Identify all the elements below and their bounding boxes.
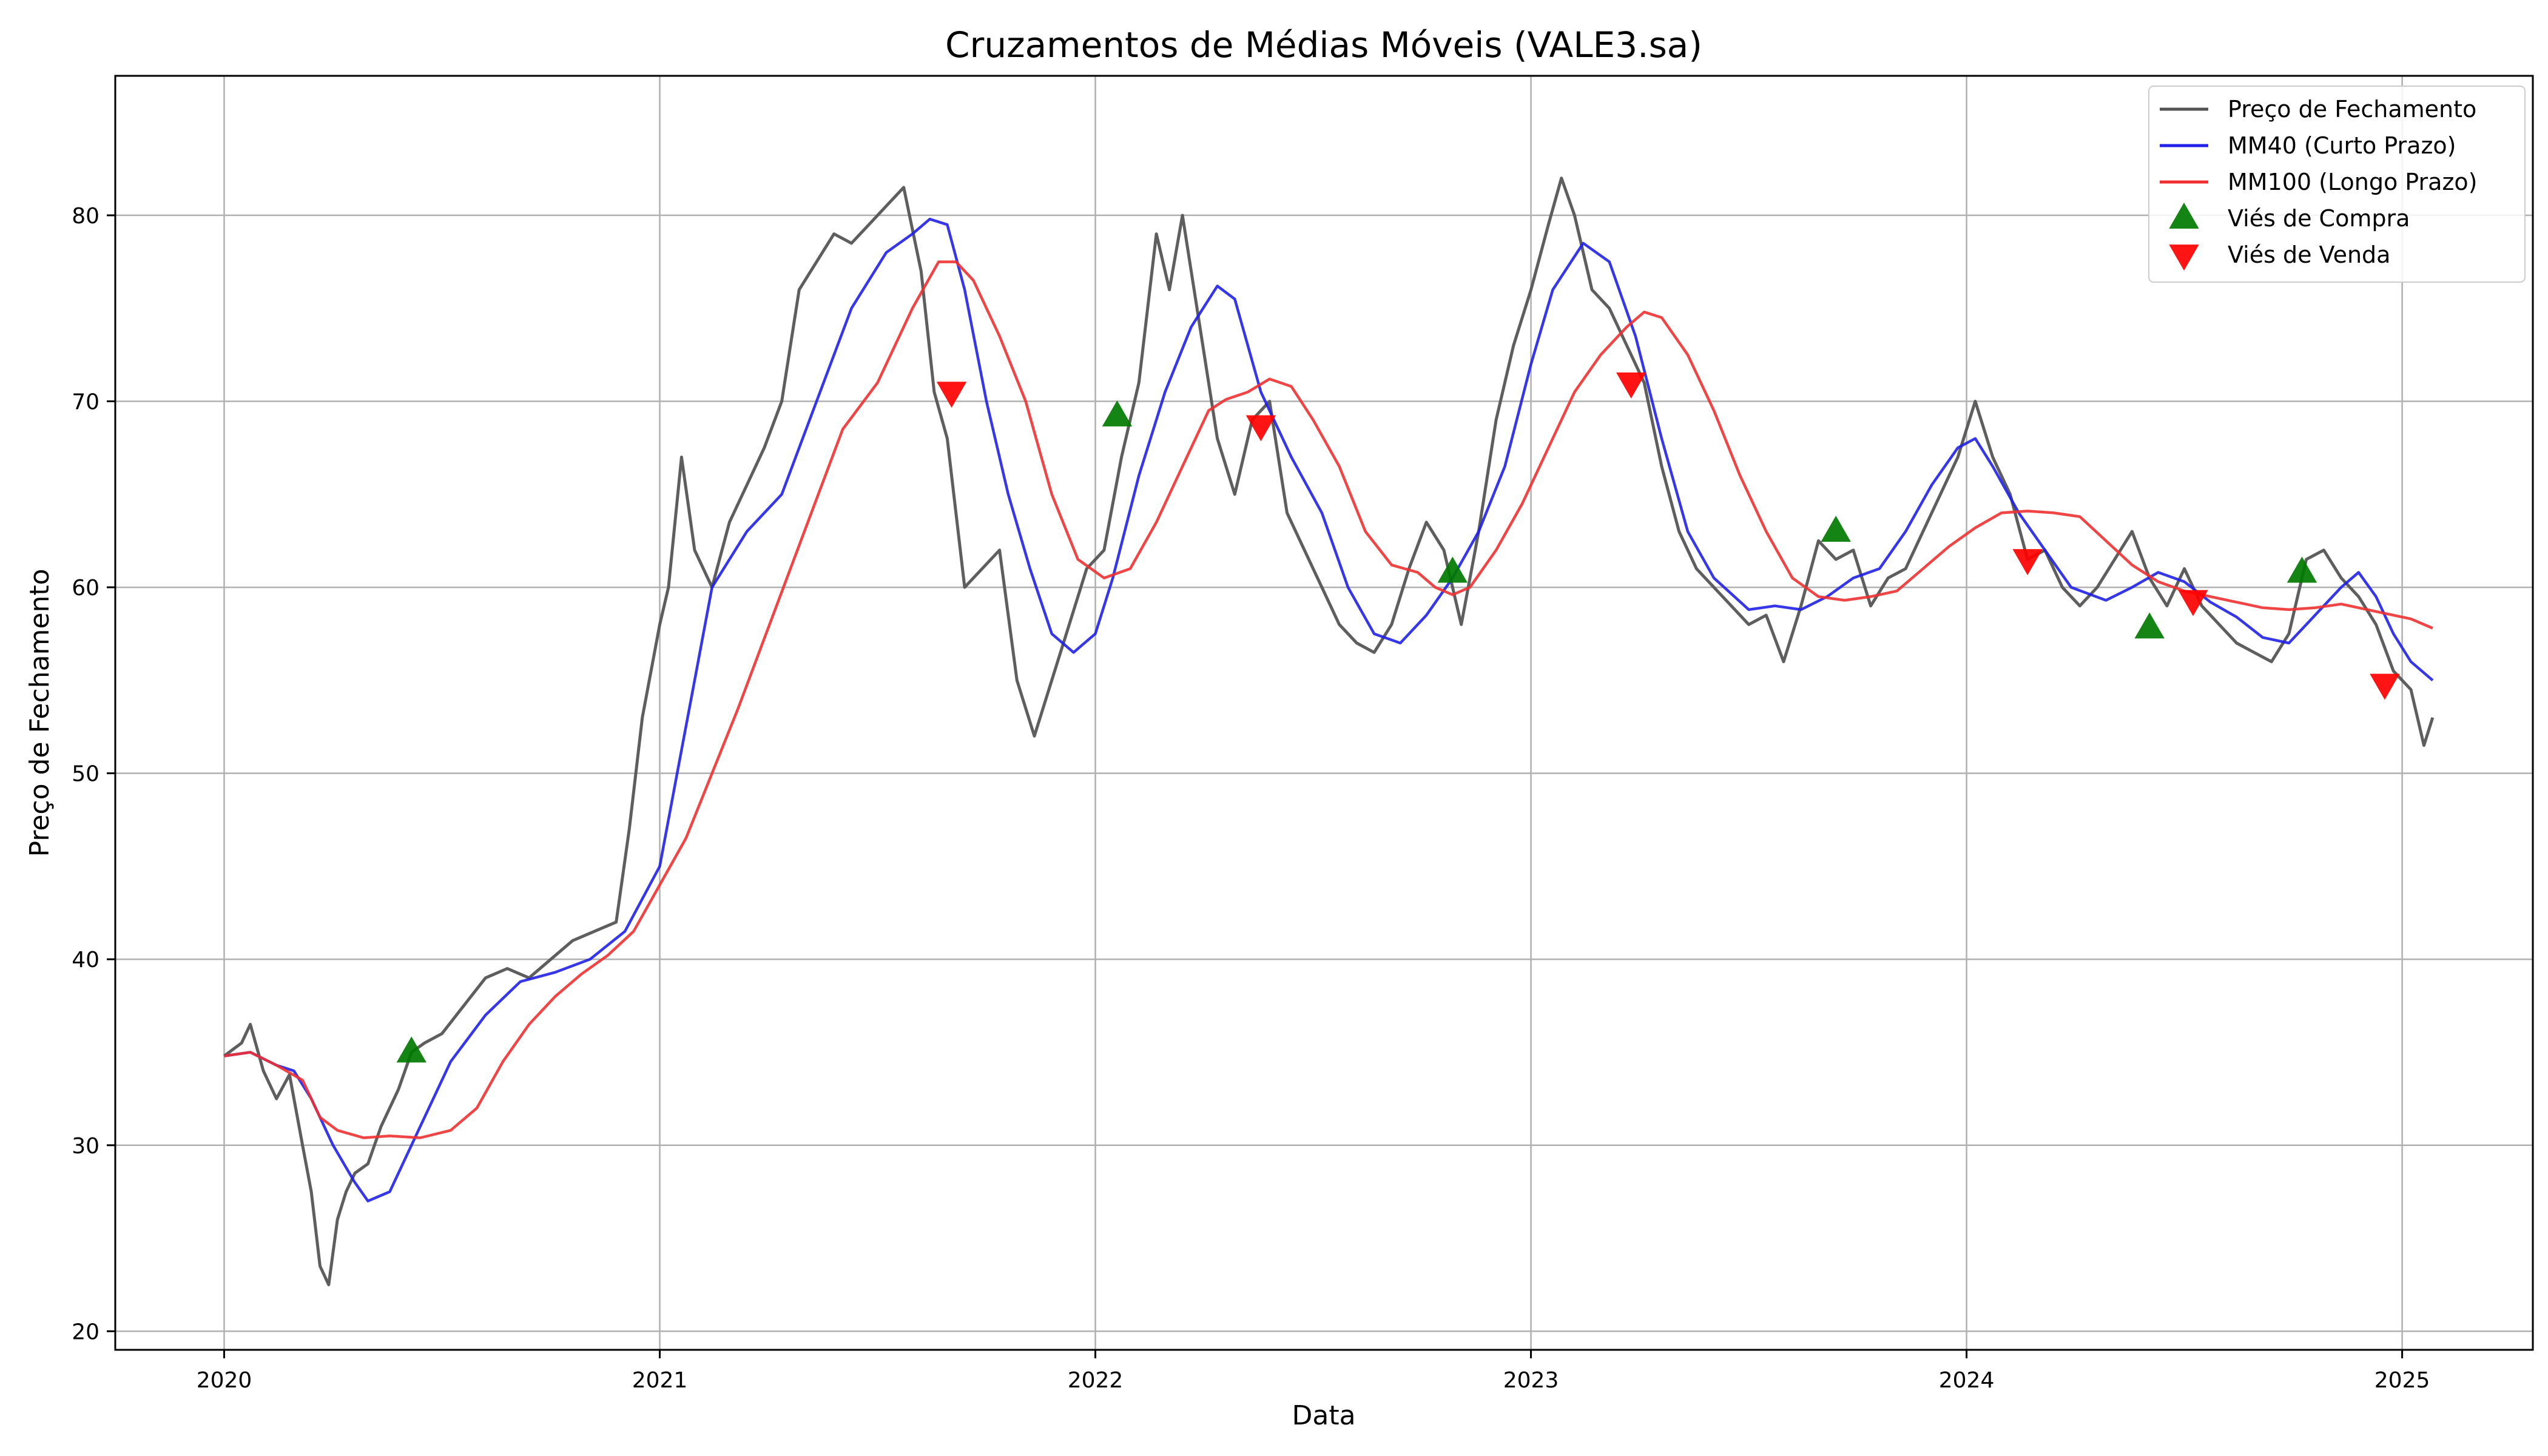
plot-frame xyxy=(114,75,2534,1351)
y-tick-label: 50 xyxy=(72,762,99,787)
buy-marker xyxy=(1437,556,1468,583)
sell-marker xyxy=(2178,590,2208,616)
x-axis-label: Data xyxy=(1292,1400,1355,1431)
x-tick-label: 2021 xyxy=(632,1368,688,1393)
buy-marker xyxy=(2134,612,2165,639)
x-tick-label: 2022 xyxy=(1068,1368,1124,1393)
mm40-line xyxy=(224,217,2434,1202)
sell-marker xyxy=(1245,415,1276,442)
y-axis-label: Preço de Fechamento xyxy=(24,568,55,857)
legend-item-mm40: MM40 (Curto Prazo) xyxy=(2160,132,2456,159)
buy-marker xyxy=(1102,400,1133,426)
x-tick-label: 2024 xyxy=(1939,1368,1995,1393)
series-layer xyxy=(223,177,2435,1287)
sell-marker xyxy=(1616,372,1646,399)
legend-label: Viés de Venda xyxy=(2228,241,2390,268)
y-tick-label: 40 xyxy=(72,948,99,972)
x-tick-label: 2020 xyxy=(197,1368,252,1393)
legend-item-sell: Viés de Venda xyxy=(2169,241,2390,271)
sell-marker xyxy=(2370,673,2400,700)
legend-box xyxy=(2148,86,2526,283)
y-tick-label: 80 xyxy=(72,204,99,229)
legend-item-buy: Viés de Compra xyxy=(2169,203,2410,232)
x-tick-label: 2025 xyxy=(2374,1368,2430,1393)
legend-label: MM100 (Longo Prazo) xyxy=(2228,169,2477,195)
legend-label: Preço de Fechamento xyxy=(2228,96,2476,123)
legend-label: Viés de Compra xyxy=(2228,205,2410,232)
marker-layer xyxy=(396,372,2400,1063)
y-tick-label: 60 xyxy=(72,576,99,601)
buy-marker xyxy=(396,1036,426,1063)
y-tick-label: 70 xyxy=(72,389,99,414)
sell-marker xyxy=(936,382,967,408)
legend: Preço de Fechamento MM40 (Curto Prazo) MM1… xyxy=(2148,86,2526,283)
chart-title: Cruzamentos de Médias Móveis (VALE3.sa) xyxy=(945,24,1702,66)
buy-marker xyxy=(1821,516,1851,542)
legend-label: MM40 (Curto Prazo) xyxy=(2228,132,2456,159)
sell-marker xyxy=(2012,549,2043,576)
legend-swatch xyxy=(2169,203,2199,229)
axis-ticks: 2020 2021 2022 2023 2024 2025 20 30 40 50 60 70 80 xyxy=(72,204,2430,1393)
y-tick-label: 20 xyxy=(72,1320,99,1344)
price-line xyxy=(223,177,2435,1287)
buy-marker xyxy=(2287,556,2317,583)
legend-swatch xyxy=(2169,244,2199,271)
x-tick-label: 2023 xyxy=(1503,1368,1559,1393)
legend-item-price: Preço de Fechamento xyxy=(2160,96,2476,123)
mm100-line xyxy=(224,260,2433,1139)
legend-item-mm100: MM100 (Longo Prazo) xyxy=(2160,169,2477,195)
y-tick-label: 30 xyxy=(72,1134,99,1159)
